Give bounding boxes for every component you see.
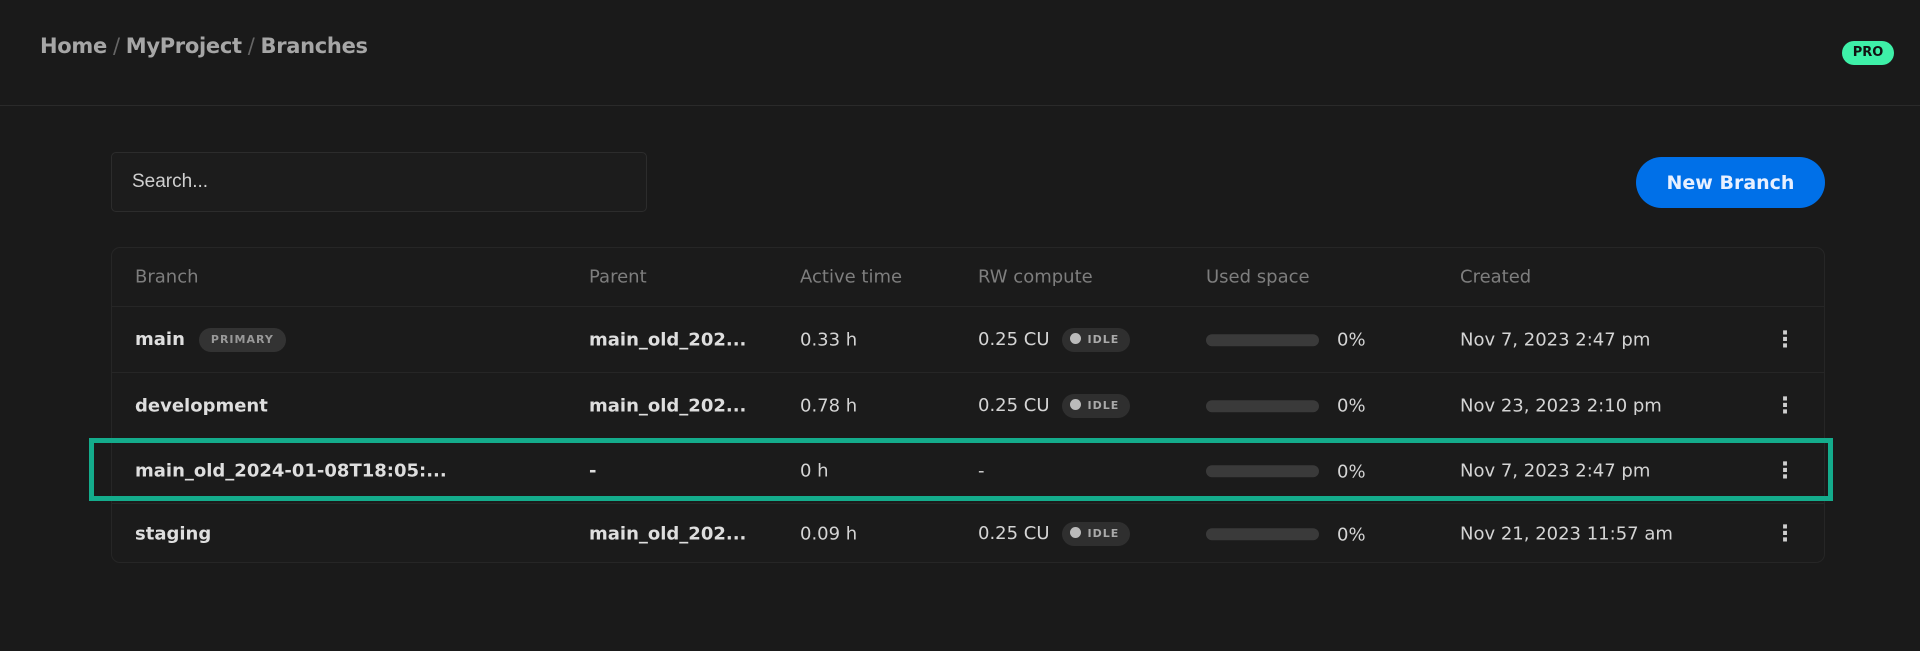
plan-badge: PRO — [1842, 41, 1894, 65]
used-space: 0% — [1206, 460, 1366, 482]
used-space-bar — [1206, 465, 1319, 478]
used-space-percent: 0% — [1337, 329, 1366, 351]
col-parent[interactable]: Parent — [589, 266, 647, 288]
active-time: 0.78 h — [800, 395, 858, 416]
rw-compute: 0.25 CU IDLE — [978, 393, 1131, 418]
col-rw-compute[interactable]: RW compute — [978, 266, 1093, 288]
status-badge: IDLE — [1061, 522, 1131, 546]
rw-compute: - — [978, 461, 985, 482]
compute-size: 0.25 CU — [978, 328, 1050, 350]
created-date: Nov 23, 2023 2:10 pm — [1460, 395, 1662, 416]
table-row[interactable]: staging main_old_202... 0.09 h 0.25 CU ID… — [112, 504, 1824, 564]
breadcrumb-project[interactable]: MyProject — [125, 34, 242, 58]
used-space: 0% — [1206, 329, 1366, 351]
col-branch[interactable]: Branch — [135, 266, 199, 288]
used-space-bar — [1206, 399, 1319, 412]
status-label: IDLE — [1087, 527, 1120, 540]
created-date: Nov 7, 2023 2:47 pm — [1460, 460, 1651, 482]
status-dot-icon — [1069, 398, 1081, 410]
used-space: 0% — [1206, 523, 1366, 545]
used-space-percent: 0% — [1337, 460, 1366, 482]
more-options-icon[interactable]: ⋮ — [1774, 393, 1796, 418]
used-space: 0% — [1206, 395, 1366, 417]
parent-branch[interactable]: - — [589, 460, 597, 482]
active-time: 0 h — [800, 460, 829, 482]
status-dot-icon — [1069, 332, 1081, 344]
parent-branch[interactable]: main_old_202... — [589, 329, 747, 350]
compute-size: 0.25 CU — [978, 394, 1050, 416]
breadcrumb: Home / MyProject / Branches — [40, 34, 368, 58]
branch-link[interactable]: staging — [135, 523, 212, 545]
table-row[interactable]: development main_old_202... 0.78 h 0.25 … — [112, 373, 1824, 439]
branch-link[interactable]: main — [135, 328, 185, 350]
used-space-bar — [1206, 528, 1319, 541]
col-active-time[interactable]: Active time — [800, 266, 903, 288]
col-created[interactable]: Created — [1460, 266, 1532, 288]
branches-table: Branch Parent Active time RW compute Use… — [111, 247, 1825, 563]
used-space-bar — [1206, 333, 1319, 346]
breadcrumb-branches: Branches — [260, 34, 369, 58]
status-label: IDLE — [1087, 332, 1120, 346]
branch-name[interactable]: staging — [135, 524, 211, 545]
active-time: 0.33 h — [800, 329, 858, 350]
new-branch-button[interactable]: New Branch — [1636, 157, 1825, 208]
used-space-percent: 0% — [1337, 395, 1366, 417]
parent-branch[interactable]: main_old_202... — [589, 523, 747, 545]
status-dot-icon — [1069, 527, 1081, 538]
branch-name[interactable]: main_old_2024-01-08T18:05:... — [135, 461, 447, 482]
status-label: IDLE — [1087, 398, 1120, 412]
top-bar: Home / MyProject / Branches PRO — [0, 0, 1920, 106]
table-header: Branch Parent Active time RW compute Use… — [112, 248, 1824, 307]
rw-compute: 0.25 CU IDLE — [978, 522, 1131, 546]
compute-size: - — [978, 460, 985, 482]
status-badge: IDLE — [1061, 327, 1131, 352]
primary-badge: PRIMARY — [198, 327, 286, 352]
branch-name[interactable]: development — [135, 395, 268, 416]
active-time: 0.09 h — [800, 523, 858, 545]
col-used-space[interactable]: Used space — [1206, 266, 1310, 288]
created-date: Nov 21, 2023 11:57 am — [1460, 523, 1673, 545]
branch-link[interactable]: main_old_2024-01-08T18:05:... — [135, 460, 447, 482]
more-options-icon[interactable]: ⋮ — [1774, 458, 1796, 484]
more-options-icon[interactable]: ⋮ — [1774, 327, 1796, 352]
used-space-percent: 0% — [1337, 523, 1366, 545]
table-row[interactable]: main_old_2024-01-08T18:05:... - 0 h - 0%… — [112, 439, 1824, 504]
compute-size: 0.25 CU — [978, 523, 1050, 544]
branch-link[interactable]: development — [135, 395, 268, 416]
breadcrumb-home[interactable]: Home — [40, 34, 107, 58]
parent-branch[interactable]: main_old_202... — [589, 395, 747, 416]
branch-name[interactable]: main PRIMARY — [135, 327, 286, 352]
rw-compute: 0.25 CU IDLE — [978, 327, 1131, 352]
search-input[interactable] — [111, 152, 647, 212]
more-options-icon[interactable]: ⋮ — [1774, 521, 1796, 547]
table-row[interactable]: main PRIMARY main_old_202... 0.33 h 0.25 … — [112, 307, 1824, 373]
created-date: Nov 7, 2023 2:47 pm — [1460, 329, 1651, 350]
status-badge: IDLE — [1061, 393, 1131, 418]
